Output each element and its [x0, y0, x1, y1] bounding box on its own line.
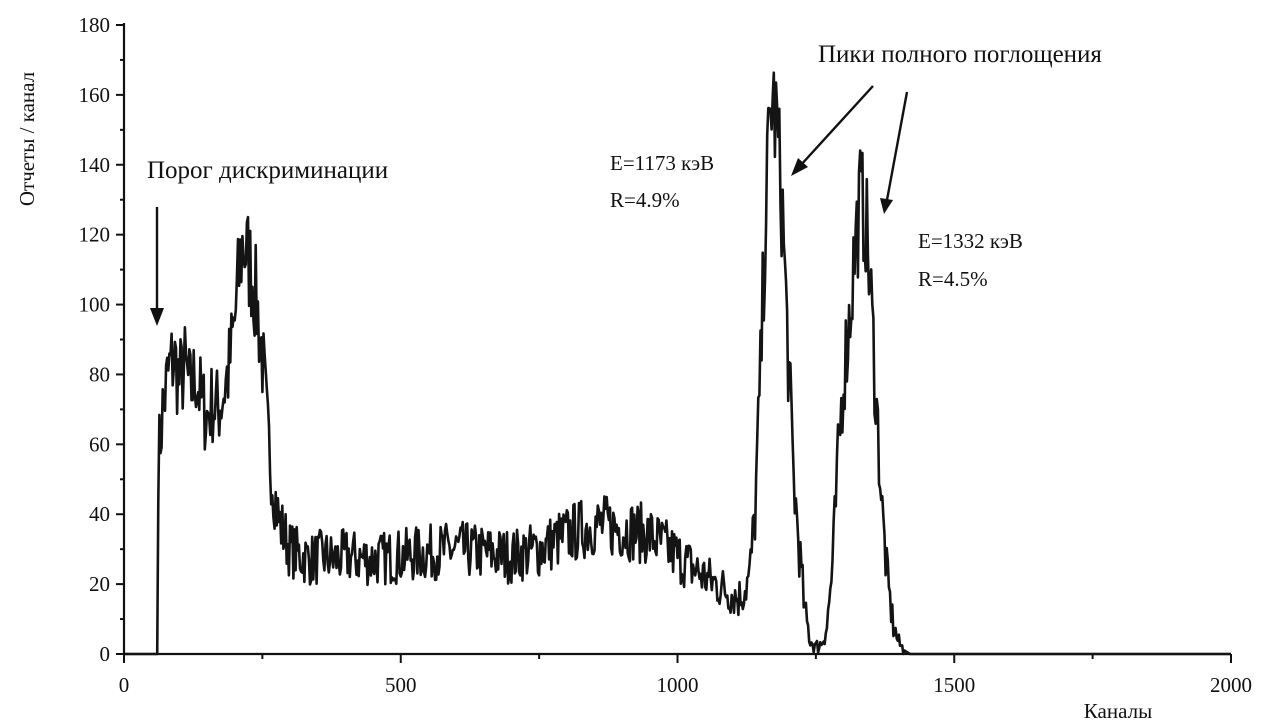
y-tick-label: 180 [79, 13, 111, 37]
y-tick-label: 20 [89, 572, 110, 596]
x-tick-label: 2000 [1210, 673, 1252, 697]
arrow-peak1-head [791, 158, 808, 176]
y-tick-label: 120 [79, 223, 111, 247]
annotation-peak1-resolution: R=4.9% [610, 188, 680, 212]
y-axis-ticks: 0 20 40 60 80 100 120 140 160 180 [79, 13, 124, 666]
x-tick-label: 0 [119, 673, 130, 697]
y-tick-label: 140 [79, 153, 111, 177]
arrow-peak2-head [880, 198, 893, 214]
x-tick-label: 1000 [657, 673, 699, 697]
arrow-threshold-head [150, 308, 164, 326]
spectrum-series-line [124, 71, 1231, 656]
annotation-threshold: Порог дискриминации [147, 157, 388, 184]
y-tick-label: 60 [89, 432, 110, 456]
annotation-peaks: Пики полного поглощения [818, 41, 1102, 68]
x-axis-ticks: 0 500 1000 1500 2000 [119, 654, 1252, 697]
y-tick-label: 40 [89, 502, 110, 526]
annotation-peak2-resolution: R=4.5% [918, 267, 988, 291]
arrow-peak1 [799, 85, 874, 167]
y-tick-label: 0 [100, 642, 111, 666]
y-axis-label: Отчеты / канал [15, 72, 39, 206]
y-tick-label: 80 [89, 362, 110, 386]
arrow-peak2 [885, 91, 909, 201]
x-tick-label: 1500 [933, 673, 975, 697]
y-tick-label: 100 [79, 293, 111, 317]
x-tick-label: 500 [385, 673, 417, 697]
annotation-peak2-energy: E=1332 кэВ [918, 229, 1023, 253]
y-tick-label: 160 [79, 83, 111, 107]
x-axis-label: Каналы [1084, 699, 1152, 722]
annotation-peak1-energy: E=1173 кэВ [610, 151, 714, 175]
